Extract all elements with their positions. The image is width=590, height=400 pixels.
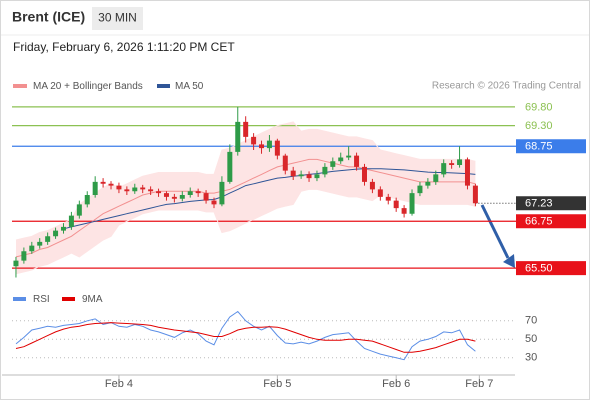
candle-body xyxy=(84,195,90,205)
candle-body xyxy=(45,236,51,242)
candle-body xyxy=(274,140,280,156)
indicator-line xyxy=(15,322,476,353)
candle-body xyxy=(219,181,225,205)
candle-body xyxy=(322,166,328,175)
legend-swatch xyxy=(157,84,170,88)
legend-label: MA 20 + Bollinger Bands xyxy=(33,81,143,92)
x-tick-label: Feb 7 xyxy=(465,378,493,390)
candle-body xyxy=(251,136,257,145)
candle-body xyxy=(140,187,146,190)
timeframe-box xyxy=(92,7,143,30)
candle-body xyxy=(29,245,35,252)
level-box xyxy=(516,214,586,229)
x-tick-label: Feb 4 xyxy=(105,378,133,390)
candle-body xyxy=(148,189,154,192)
candle-body xyxy=(464,159,470,186)
candle-body xyxy=(393,200,399,209)
level-box xyxy=(516,261,586,276)
candle-body xyxy=(37,241,43,246)
candle-body xyxy=(21,251,27,261)
candle-body xyxy=(211,200,217,205)
candle-body xyxy=(457,159,463,165)
y-tick-label: 70 xyxy=(525,315,537,327)
level-label: 67.23 xyxy=(525,198,553,210)
candle-body xyxy=(401,208,407,214)
level-box xyxy=(516,196,586,211)
x-tick-label: Feb 6 xyxy=(382,378,410,390)
candle-body xyxy=(417,185,423,194)
candle-body xyxy=(298,174,304,177)
legend-swatch xyxy=(13,297,26,301)
candle-body xyxy=(171,196,177,199)
candle-body xyxy=(354,155,360,167)
arrow-head xyxy=(503,254,515,268)
candle-body xyxy=(13,260,19,267)
legend-label: 9MA xyxy=(82,294,103,305)
ma50-line xyxy=(63,168,476,230)
candle-body xyxy=(156,191,162,194)
candle-body xyxy=(53,230,59,237)
candle-body xyxy=(243,121,249,137)
candle-body xyxy=(425,181,431,186)
source: Research © 2026 Trading Central xyxy=(432,81,581,92)
legend-label: RSI xyxy=(33,294,50,305)
level-label: 69.30 xyxy=(525,120,553,132)
candle-body xyxy=(377,189,383,197)
x-tick-label: Feb 5 xyxy=(263,378,291,390)
candle-body xyxy=(60,226,66,231)
candle-body xyxy=(385,196,391,201)
indicator-line xyxy=(15,310,476,361)
datetime: Friday, February 6, 2026 1:11:20 PM CET xyxy=(13,40,235,54)
candle-body xyxy=(346,155,352,158)
legend-swatch xyxy=(62,297,75,301)
timeframe: 30 MIN xyxy=(98,11,137,25)
forecast-arrow xyxy=(480,204,510,259)
candle-body xyxy=(108,183,114,186)
level-label: 68.75 xyxy=(525,141,553,153)
candle-body xyxy=(235,121,241,152)
y-tick-label: 50 xyxy=(525,333,537,345)
candle-body xyxy=(409,193,415,214)
candle-body xyxy=(290,170,296,177)
level-label: 69.80 xyxy=(525,101,553,113)
level-box xyxy=(516,139,586,154)
candle-body xyxy=(195,191,201,194)
candle-body xyxy=(100,181,106,184)
bollinger-lower xyxy=(15,188,476,275)
candle-body xyxy=(441,163,447,175)
candle-body xyxy=(314,174,320,179)
level-label: 66.75 xyxy=(525,216,553,228)
candle-body xyxy=(179,195,185,199)
candle-body xyxy=(124,189,130,192)
candle-body xyxy=(68,215,74,227)
candle-body xyxy=(369,181,375,190)
bollinger-band xyxy=(16,121,476,274)
candle-body xyxy=(449,163,455,165)
candle-body xyxy=(361,166,367,182)
candle-body xyxy=(433,174,439,182)
legend-swatch xyxy=(13,84,27,88)
legend-label: MA 50 xyxy=(175,81,204,92)
candle-body xyxy=(92,181,98,195)
candle-body xyxy=(266,140,272,149)
candle-body xyxy=(187,191,193,195)
candle-body xyxy=(472,185,478,204)
candle-body xyxy=(76,204,82,216)
candle-body xyxy=(227,151,233,182)
instrument-title: Brent (ICE) xyxy=(12,9,85,25)
candle-body xyxy=(116,185,122,190)
candle-body xyxy=(330,161,336,167)
candle-body xyxy=(282,155,288,171)
candle-body xyxy=(163,193,169,197)
candle-body xyxy=(259,144,265,149)
candle-body xyxy=(306,174,312,179)
candle-body xyxy=(203,193,209,201)
y-tick-label: 30 xyxy=(525,352,537,364)
candle-body xyxy=(338,157,344,162)
ma20-line xyxy=(15,158,476,258)
level-label: 65.50 xyxy=(525,263,553,275)
candle-body xyxy=(132,187,138,192)
